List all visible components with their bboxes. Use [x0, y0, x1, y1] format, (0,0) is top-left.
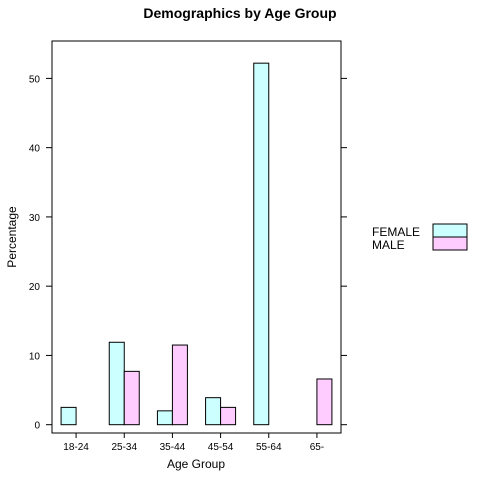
bars-group — [60, 62, 333, 426]
x-tick-label: 25-34 — [111, 442, 137, 453]
plot-frame — [51, 40, 342, 434]
x-tick-label: 65- — [310, 442, 324, 453]
bar-female-35-44 — [156, 410, 173, 426]
legend-swatch-female — [432, 223, 468, 238]
bar-male-65- — [316, 378, 333, 426]
x-tick-label: 18-24 — [63, 442, 89, 453]
x-axis: 18-24 25-34 35-44 45-54 55-64 65- — [63, 433, 324, 453]
y-axis: 0 10 20 30 40 50 — [29, 74, 347, 432]
bar-male-35-44 — [171, 344, 188, 426]
y-tick-label: 30 — [29, 213, 41, 224]
x-tick-label: 55-64 — [256, 442, 282, 453]
legend-label-female: FEMALE — [372, 225, 420, 239]
x-tick-label: 35-44 — [160, 442, 186, 453]
bar-male-45-54 — [220, 406, 237, 426]
y-tick-label: 50 — [29, 74, 41, 85]
y-tick-label: 10 — [29, 351, 41, 362]
bar-female-45-54 — [205, 397, 222, 426]
x-tick-label: 45-54 — [208, 442, 234, 453]
legend-swatch-male — [432, 236, 468, 251]
y-tick-label: 0 — [34, 421, 40, 432]
y-tick-label: 20 — [29, 282, 41, 293]
bar-female-55-64 — [253, 62, 270, 426]
y-tick-label: 40 — [29, 144, 41, 155]
x-axis-label: Age Group — [167, 457, 225, 471]
legend-label-male: MALE — [372, 238, 405, 252]
chart-title: Demographics by Age Group — [143, 5, 336, 21]
bar-female-25-34 — [108, 341, 125, 426]
bar-male-25-34 — [123, 370, 140, 426]
bar-female-18-24 — [60, 406, 77, 426]
y-axis-label: Percentage — [5, 206, 19, 268]
